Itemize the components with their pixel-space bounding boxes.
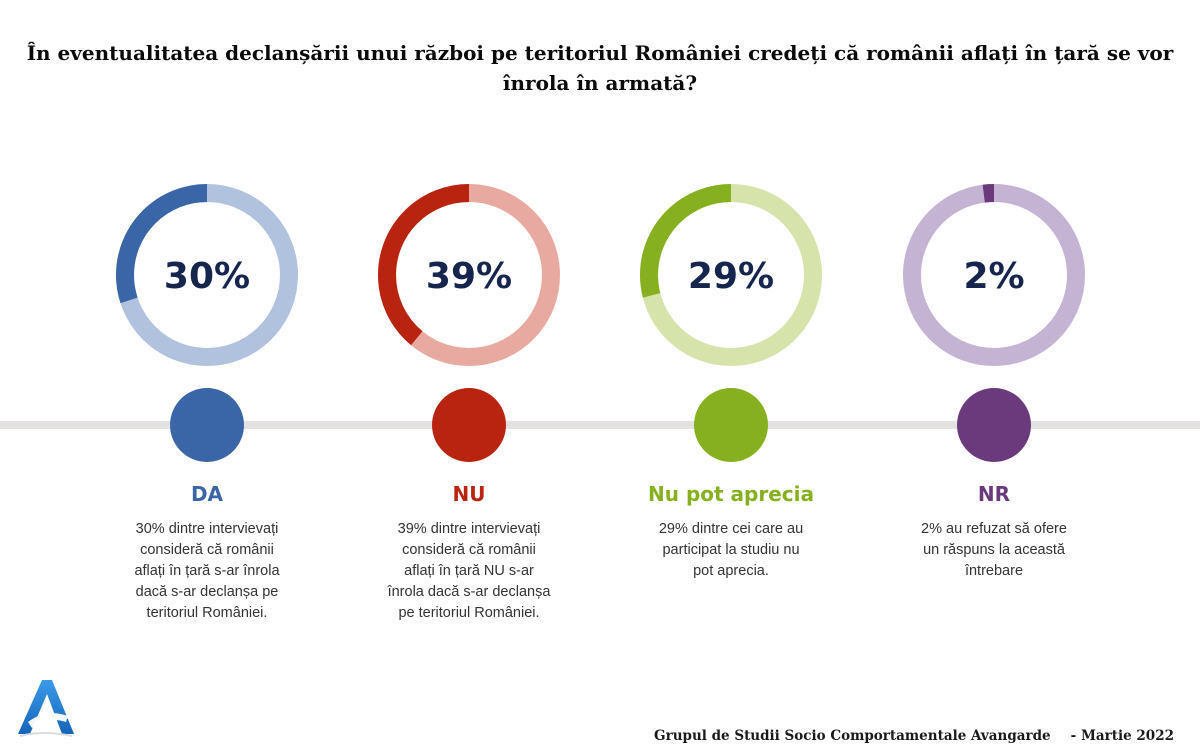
description-line: 29% dintre cei care au <box>658 521 804 537</box>
description-line: consideră că românii <box>402 542 536 558</box>
timeline-dot <box>170 388 244 462</box>
description-line: aflați în țară s-ar înrola <box>134 563 280 579</box>
data-label: 2% <box>963 256 1024 297</box>
timeline-dot <box>957 388 1031 462</box>
category-description: 30% dintre intervievați consideră că româ… <box>117 519 297 624</box>
category-label: NU <box>452 482 486 506</box>
description-line: pot aprecia. <box>693 563 769 579</box>
timeline-dot <box>432 388 506 462</box>
description-line: 39% dintre intervievați <box>397 521 541 537</box>
data-label: 29% <box>688 256 774 297</box>
data-label: 39% <box>426 256 512 297</box>
category-label: Nu pot aprecia <box>648 482 814 506</box>
footer-organization: Grupul de Studii Socio Comportamentale A… <box>654 728 1051 744</box>
description-line: 2% au refuzat să ofere <box>921 521 1067 537</box>
avangarde-a-logo-icon <box>18 680 74 737</box>
description-line: pe teritoriul României. <box>398 605 540 621</box>
chart-title: În eventualitatea declanșării unui războ… <box>0 38 1200 98</box>
category-description: 39% dintre intervievați consideră că româ… <box>379 519 559 624</box>
description-line: teritoriul României. <box>146 605 268 621</box>
category-description: 2% au refuzat să ofere un răspuns la acea… <box>904 519 1084 582</box>
donut-segment <box>116 184 298 366</box>
donut-segment <box>903 184 1085 366</box>
timeline-dot <box>694 388 768 462</box>
description-line: consideră că românii <box>140 542 274 558</box>
description-line: un răspuns la această <box>923 542 1065 558</box>
donut-segment <box>378 184 560 366</box>
donut-segment <box>640 184 822 366</box>
description-line: dacă s-ar declanșa pe <box>135 584 279 600</box>
footer: Grupul de Studii Socio Comportamentale A… <box>654 728 1174 744</box>
category-description: 29% dintre cei care au participat la stud… <box>641 519 821 582</box>
description-line: 30% dintre intervievați <box>135 521 279 537</box>
description-line: participat la studiu nu <box>662 542 800 558</box>
data-label: 30% <box>164 256 250 297</box>
description-line: aflați în țară NU s-ar <box>404 563 534 579</box>
chart-title-line-1: În eventualitatea declanșării unui războ… <box>26 41 1174 65</box>
timeline-line <box>0 421 1200 429</box>
footer-date: - Martie 2022 <box>1070 728 1174 744</box>
description-line: înrola dacă s-ar declanșa <box>387 584 551 600</box>
chart-title-line-2: înrola în armată? <box>502 71 698 95</box>
category-label: DA <box>190 482 224 506</box>
category-label: NR <box>977 482 1011 506</box>
description-line: întrebare <box>964 563 1024 579</box>
